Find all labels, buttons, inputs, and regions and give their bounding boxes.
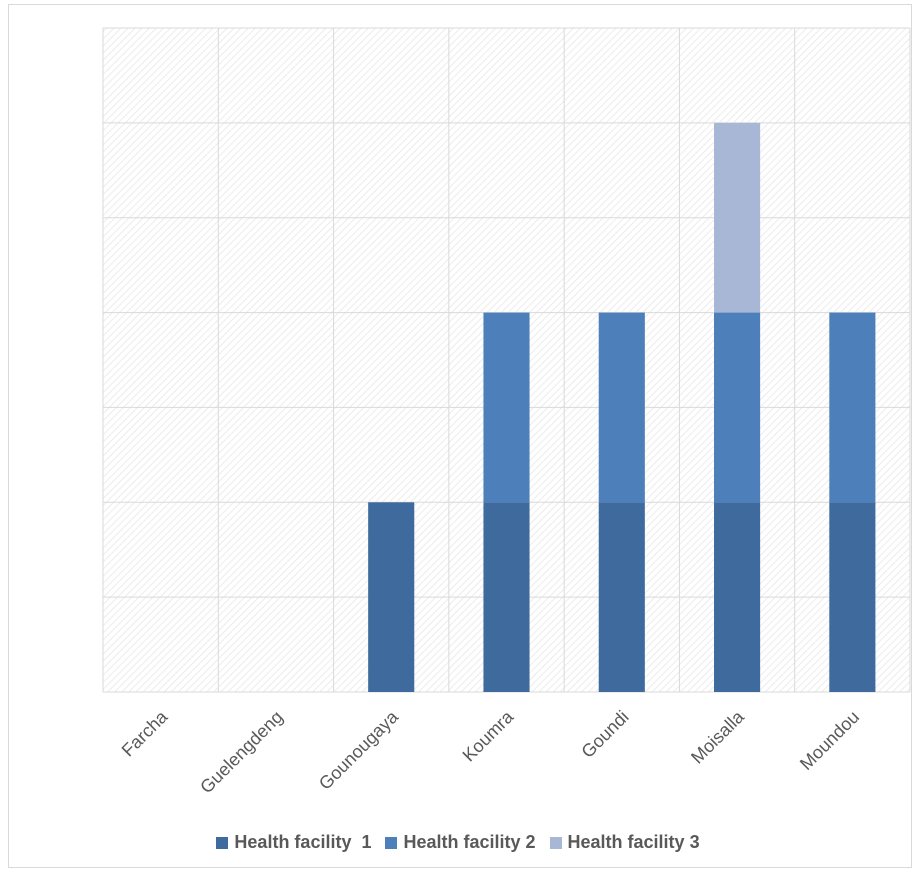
x-tick-label: Guelengdeng — [196, 707, 287, 798]
legend-item: Health facility 3 — [549, 832, 700, 853]
legend-swatch — [549, 836, 562, 849]
bar-gounougaya-series-1 — [368, 502, 415, 692]
bar-koumra-series-2 — [483, 312, 530, 503]
legend-swatch — [385, 836, 398, 849]
legend-item: Health facility 2 — [385, 832, 536, 853]
legend-label: Health facility 1 — [234, 832, 372, 852]
x-tick-label: Moundou — [796, 707, 863, 774]
legend-item: Health facility 1 — [216, 832, 371, 853]
bar-moisalla-series-2 — [714, 312, 761, 503]
bars — [368, 122, 876, 692]
x-tick-label: Moisalla — [687, 706, 749, 768]
bar-goundi-series-2 — [598, 312, 645, 503]
legend-label: Health facility 3 — [567, 832, 700, 852]
bar-moisalla-series-3 — [714, 122, 761, 313]
x-tick-label: Gounougaya — [315, 706, 403, 794]
x-tick-label: Koumra — [459, 706, 518, 765]
gridlines — [102, 27, 911, 693]
bar-moundou-series-2 — [829, 312, 876, 503]
bar-moundou-series-1 — [829, 502, 876, 692]
bar-goundi-series-1 — [598, 502, 645, 692]
x-tick-label: Farcha — [118, 706, 172, 760]
legend: Health facility 1 Health facility 2 Health… — [0, 832, 916, 853]
x-tick-label: Goundi — [577, 707, 632, 762]
legend-swatch — [216, 836, 229, 849]
legend-label: Health facility 2 — [403, 832, 536, 852]
bar-moisalla-series-1 — [714, 502, 761, 692]
x-tick-labels: Farcha Guelengdeng Gounougaya Koumra Goundi M… — [118, 706, 863, 797]
bar-koumra-series-1 — [483, 502, 530, 692]
